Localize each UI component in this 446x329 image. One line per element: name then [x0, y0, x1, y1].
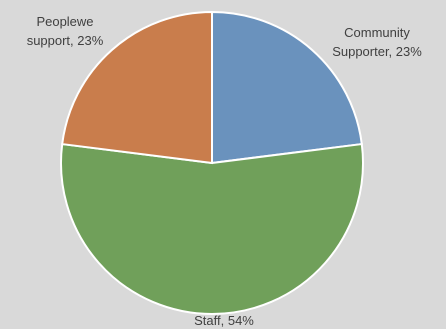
data-label-community-supporter: Community Supporter, 23% [332, 25, 422, 59]
pie-slice-staff [60, 142, 364, 315]
data-label-line: support, 23% [27, 33, 104, 48]
pie-slice-community-supporter [211, 10, 363, 165]
data-label-line: Staff, 54% [194, 313, 254, 328]
data-label-staff: Staff, 54% [194, 313, 254, 328]
data-label-people-we-support: Peoplewe support, 23% [27, 14, 104, 48]
data-label-line: Peoplewe [36, 14, 93, 29]
data-label-line: Supporter, 23% [332, 44, 422, 59]
data-label-line: Community [344, 25, 410, 40]
slice-labels: Community Supporter, 23% Staff, 54% Peoplew… [27, 14, 423, 328]
pie-slice-people-we-support [61, 10, 213, 165]
pie-slices [60, 10, 364, 315]
